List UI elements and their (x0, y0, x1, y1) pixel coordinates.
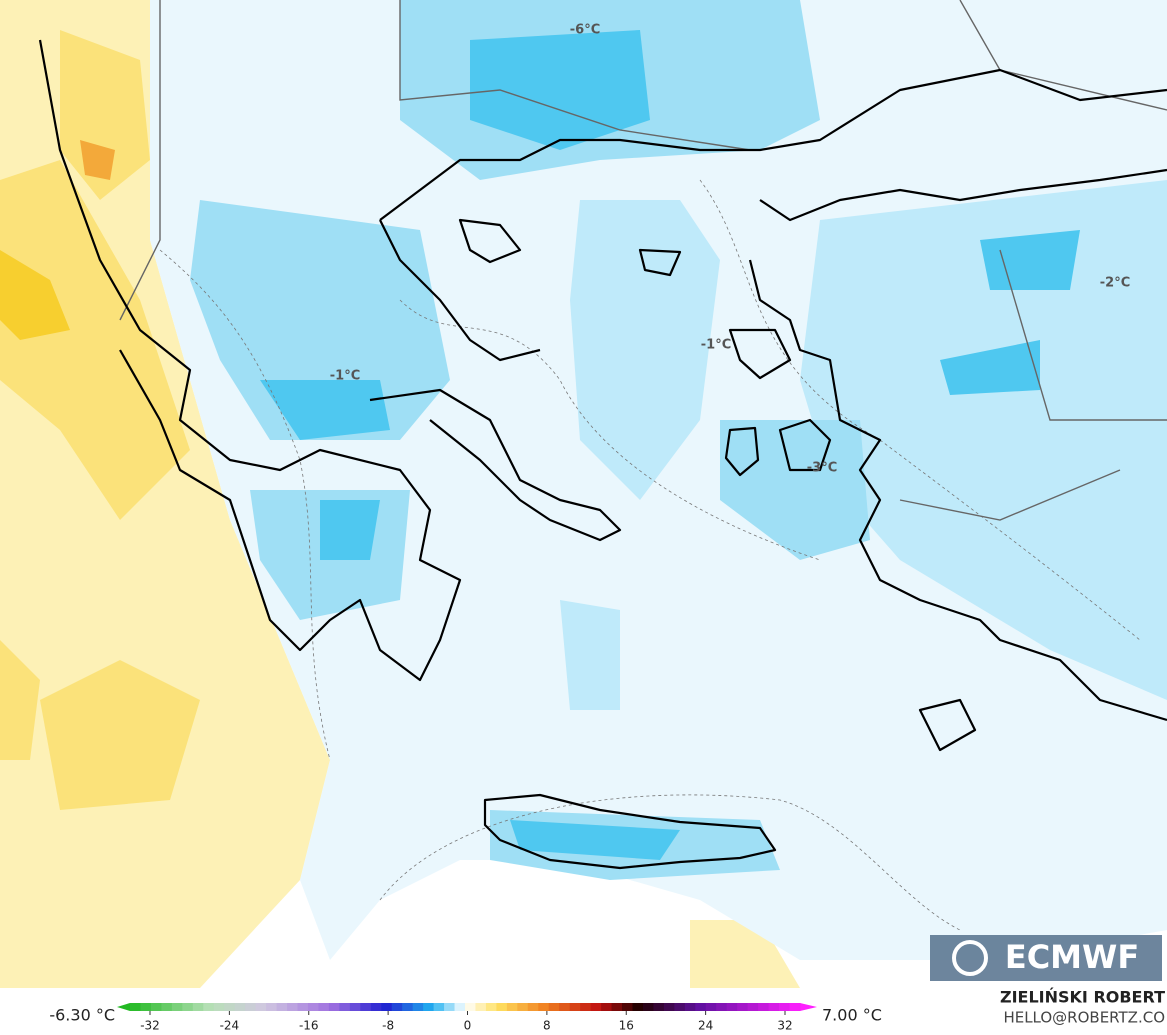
colorbar-cell (245, 1003, 257, 1011)
colorbar-cell (663, 1003, 675, 1011)
colorbar-cell (611, 1003, 623, 1011)
colorbar-cell (150, 1003, 162, 1011)
colorbar-cell (527, 1003, 539, 1011)
colorbar-cell (496, 1003, 508, 1011)
colorbar-cell (433, 1003, 445, 1011)
colorbar-tick-label: -32 (140, 1019, 160, 1033)
colorbar-cell (517, 1003, 529, 1011)
colorbar-cell (339, 1003, 351, 1011)
colorbar-cell (182, 1003, 194, 1011)
colorbar-cell (569, 1003, 581, 1011)
logo-icon (952, 940, 988, 976)
colorbar-cell (234, 1003, 246, 1011)
colorbar-cell (485, 1003, 497, 1011)
colorbar-cell (130, 1003, 141, 1011)
contour-label: -1°C (330, 369, 360, 384)
colorbar-cell (454, 1003, 466, 1011)
colorbar-cell (705, 1003, 717, 1011)
colorbar-cell (758, 1003, 770, 1011)
colorbar-cell (360, 1003, 372, 1011)
colorbar-cell (580, 1003, 592, 1011)
colorbar-cell (444, 1003, 456, 1011)
colorbar-cell (684, 1003, 696, 1011)
colorbar-end (117, 1003, 130, 1011)
colorbar-cell (726, 1003, 738, 1011)
contour-label: -3°C (807, 461, 837, 476)
colorbar-cell (224, 1003, 236, 1011)
colorbar-cell (653, 1003, 665, 1011)
colorbar-cell (370, 1003, 382, 1011)
colorbar-cell (737, 1003, 749, 1011)
contour-label: -1°C (701, 338, 731, 353)
colorbar-cell (622, 1003, 633, 1011)
colorbar-cell (255, 1003, 267, 1011)
colorbar-cell (140, 1003, 152, 1011)
colorbar-cell (506, 1003, 518, 1011)
colorbar-cell (266, 1003, 278, 1011)
colorbar-cell (747, 1003, 759, 1011)
colorbar-cell (632, 1003, 644, 1011)
colorbar-cell (548, 1003, 560, 1011)
colorbar-cell (475, 1003, 487, 1011)
colorbar-tick-label: -24 (220, 1019, 240, 1033)
contour-labels: -6°C -2°C -1°C -1°C -3°C (330, 23, 1130, 476)
legend-min: -6.30 °C (49, 1006, 115, 1025)
contour-label: -2°C (1100, 276, 1130, 291)
colorbar-cell (538, 1003, 550, 1011)
colorbar-cell (318, 1003, 330, 1011)
legend-max: 7.00 °C (822, 1006, 882, 1025)
colorbar-cell (391, 1003, 403, 1011)
colorbar-cell (297, 1003, 309, 1011)
colorbar-cell (161, 1003, 173, 1011)
colorbar-cell (203, 1003, 215, 1011)
colorbar-cell (674, 1003, 686, 1011)
colorbar-cell (287, 1003, 298, 1011)
colorbar-tick-label: 8 (543, 1019, 551, 1033)
colorbar-tick-label: 0 (464, 1019, 472, 1033)
colorbar-cell (192, 1003, 204, 1011)
colorbar-cell (601, 1003, 613, 1011)
colorbar-cell (789, 1003, 801, 1011)
colorbar-cell (559, 1003, 571, 1011)
colorbar-cell (590, 1003, 602, 1011)
colorbar-tick-label: 16 (619, 1019, 634, 1033)
colorbar-cell (349, 1003, 361, 1011)
credit-name: ZIELIŃSKI ROBERT (1000, 988, 1165, 1007)
colorbar-cell (171, 1003, 183, 1011)
map-field (0, 0, 1167, 988)
colorbar-cell (276, 1003, 288, 1011)
colorbar-tick-label: -16 (299, 1019, 319, 1033)
colorbar-end (800, 1003, 817, 1011)
logo-text: ECMWF (1005, 938, 1139, 976)
colorbar-tick-label: -8 (382, 1019, 394, 1033)
colorbar-cell (213, 1003, 225, 1011)
colorbar-cell (307, 1003, 319, 1011)
colorbar-tick-label: 32 (777, 1019, 792, 1033)
colorbar-cell (642, 1003, 654, 1011)
colorbar-cell (402, 1003, 414, 1011)
colorbar-cell (768, 1003, 780, 1011)
logo: ECMWF (930, 935, 1162, 981)
colorbar-cell (423, 1003, 435, 1011)
colorbar-cell (328, 1003, 340, 1011)
colorbar-cell (779, 1003, 791, 1011)
credit-contact: HELLO@ROBERTZ.CO (1003, 1009, 1165, 1027)
colorbar-cell (381, 1003, 393, 1011)
contour-label: -6°C (570, 23, 600, 38)
colorbar-cell (465, 1003, 476, 1011)
colorbar-cell (695, 1003, 707, 1011)
colorbar-tick-label: 24 (698, 1019, 713, 1033)
colorbar-cell (412, 1003, 424, 1011)
colorbar: -6.30 °C 7.00 °C -32 -24 -16 -8 0 8 16 24 32 (49, 1003, 882, 1033)
colorbar-cell (716, 1003, 728, 1011)
